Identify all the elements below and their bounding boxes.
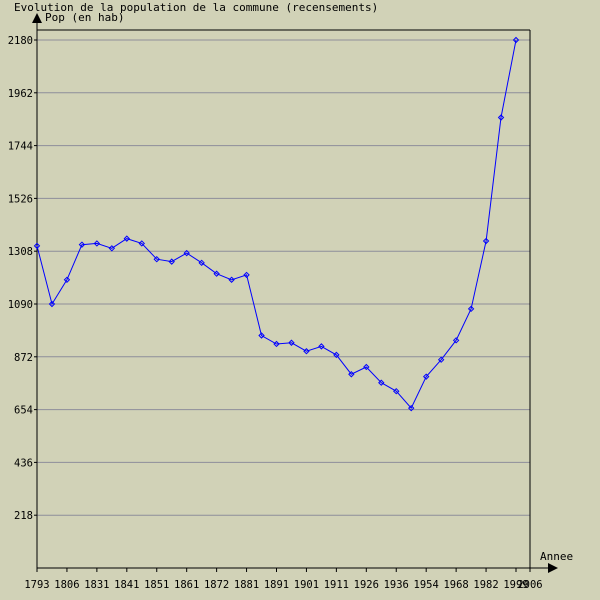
y-tick-label: 436 [14, 457, 33, 469]
y-tick-label: 218 [14, 510, 33, 522]
x-tick-label: 1954 [414, 579, 439, 591]
data-point [288, 339, 295, 346]
x-tick-label: 1968 [443, 579, 468, 591]
data-point [183, 249, 190, 257]
data-point [108, 245, 116, 252]
x-tick-label: 1851 [144, 579, 169, 591]
x-tick-label: 1999 [503, 579, 528, 591]
x-tick-label: 1926 [354, 579, 379, 591]
data-point [512, 36, 520, 44]
y-tick-label: 1744 [8, 141, 33, 153]
y-tick-label: 1090 [8, 299, 33, 311]
data-point [213, 270, 220, 277]
gridlines [37, 39, 530, 516]
population-line [36, 39, 517, 409]
data-point [333, 351, 340, 359]
data-point [168, 258, 175, 265]
x-axis-label: Annee [540, 550, 573, 563]
data-point [452, 337, 460, 344]
data-point [228, 276, 235, 283]
data-point [48, 300, 56, 308]
x-tick-label: 1806 [54, 579, 79, 591]
x-tick-label: 1911 [324, 579, 349, 591]
series-line [33, 36, 520, 412]
data-point [78, 241, 86, 248]
y-axis-label: Pop (en hab) [45, 11, 124, 24]
y-tick-label: 1308 [8, 246, 33, 258]
data-point [422, 373, 430, 380]
x-tick-label: 1936 [384, 579, 409, 591]
y-tick-labels: 218 436 654 872 1090 1308 1526 1744 1962 2180 [8, 35, 37, 522]
data-point [363, 363, 370, 371]
y-tick-label: 2180 [8, 35, 33, 47]
x-tick-label: 1872 [204, 579, 229, 591]
axes [32, 13, 558, 573]
data-point [393, 387, 400, 395]
x-tick-label: 1901 [294, 579, 319, 591]
data-point [123, 235, 131, 242]
x-tick-label: 1841 [114, 579, 139, 591]
x-tick-label: 1982 [473, 579, 498, 591]
x-tick-label: 1881 [234, 579, 259, 591]
y-axis-arrow-icon [32, 13, 42, 23]
y-tick-label: 872 [14, 352, 33, 364]
data-point [303, 348, 310, 355]
data-point [258, 332, 265, 339]
x-tick-label: 2006 [517, 579, 542, 591]
data-point [273, 340, 280, 348]
x-tick-label: 1793 [24, 579, 49, 591]
y-tick-label: 1526 [8, 193, 33, 205]
y-tick-label: 654 [14, 405, 33, 417]
data-point [408, 404, 415, 412]
data-point [63, 276, 71, 283]
data-point [497, 114, 505, 121]
x-tick-label: 1861 [174, 579, 199, 591]
data-point [153, 255, 160, 263]
data-point [348, 371, 355, 378]
x-axis-arrow-icon [548, 563, 558, 573]
data-point [138, 240, 145, 247]
data-point [437, 356, 445, 363]
data-point [93, 240, 101, 247]
data-point [198, 259, 205, 267]
data-point [33, 242, 41, 250]
x-tick-label: 1891 [264, 579, 289, 591]
y-tick-label: 1962 [8, 88, 33, 100]
data-point [378, 379, 385, 386]
data-point [467, 305, 475, 313]
data-point [243, 271, 250, 279]
data-point [318, 343, 325, 350]
x-tick-label: 1831 [84, 579, 109, 591]
data-point [482, 237, 490, 245]
x-tick-labels: 1793 1806 1831 1841 1851 1861 1872 1881 1891 1901… [24, 568, 543, 591]
chart-title: Evolution de la population de la commune… [14, 1, 378, 14]
